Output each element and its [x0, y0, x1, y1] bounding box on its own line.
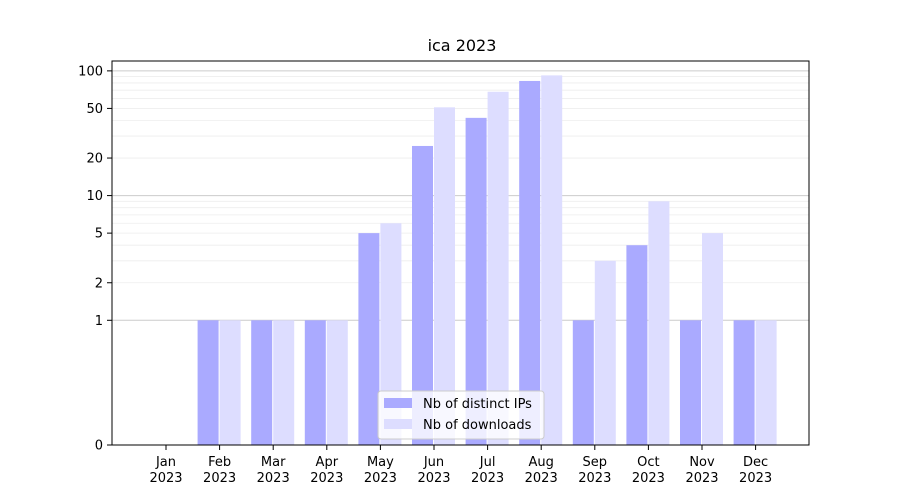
y-tick-label: 20 [86, 152, 103, 167]
legend-swatch-downloads [384, 419, 412, 429]
x-tick-label-month: Sep [583, 455, 608, 470]
y-axis: 0 1 2 5 10 20 50 100 [78, 64, 112, 454]
x-tick-label-year: 2023 [739, 471, 772, 486]
y-tick-label: 100 [78, 64, 103, 79]
x-tick-label-year: 2023 [257, 471, 290, 486]
bar-downloads-oct [648, 201, 670, 445]
x-tick-label-year: 2023 [685, 471, 718, 486]
bar-distinct-ips-apr [304, 320, 326, 445]
x-tick-label-year: 2023 [310, 471, 343, 486]
x-tick-label-month: May [367, 455, 394, 470]
x-tick-label-year: 2023 [525, 471, 558, 486]
x-tick-label-year: 2023 [578, 471, 611, 486]
x-tick-label-year: 2023 [632, 471, 665, 486]
bar-downloads-sep [594, 260, 616, 445]
x-tick-label-month: Jan [155, 455, 176, 470]
y-tick-label: 2 [95, 276, 103, 291]
x-tick-label-year: 2023 [417, 471, 450, 486]
y-tick-label: 5 [95, 227, 103, 242]
bar-downloads-aug [541, 75, 563, 446]
x-tick-label-month: Apr [316, 455, 339, 470]
bar-downloads-may [380, 223, 402, 445]
y-tick-label: 10 [86, 189, 103, 204]
x-tick-label-month: Aug [529, 455, 554, 470]
bar-distinct-ips-dec [733, 320, 755, 445]
bar-downloads-mar [273, 320, 295, 445]
bar-distinct-ips-feb [197, 320, 219, 445]
x-tick-label-month: Feb [208, 455, 231, 470]
x-tick-label-month: Dec [743, 455, 768, 470]
x-tick-label-year: 2023 [203, 471, 236, 486]
x-tick-label-month: Jul [479, 455, 496, 470]
bar-distinct-ips-aug [519, 80, 541, 445]
bar-distinct-ips-jun [412, 145, 433, 446]
x-tick-label-year: 2023 [149, 471, 182, 486]
bar-distinct-ips-nov [680, 320, 701, 445]
bar-distinct-ips-oct [626, 245, 648, 445]
y-tick-label: 1 [95, 314, 103, 329]
x-tick-label-year: 2023 [471, 471, 504, 486]
bar-distinct-ips-sep [572, 320, 594, 445]
x-axis: Jan2023Feb2023Mar2023Apr2023May2023Jun20… [149, 445, 772, 486]
legend-label-downloads: Nb of downloads [423, 418, 532, 433]
legend-swatch-distinct-ips [384, 398, 412, 408]
bar-downloads-nov [702, 233, 723, 445]
bar-downloads-dec [755, 320, 777, 445]
bar-downloads-feb [219, 320, 241, 445]
bar-downloads-jun [434, 107, 455, 445]
plot-frame [111, 60, 810, 446]
x-tick-label-month: Mar [261, 455, 286, 470]
x-tick-label-month: Oct [637, 455, 659, 470]
legend-label-distinct-ips: Nb of distinct IPs [423, 397, 532, 412]
legend: Nb of distinct IPs Nb of downloads [377, 390, 545, 440]
bar-distinct-ips-jul [465, 117, 487, 445]
x-tick-label-year: 2023 [364, 471, 397, 486]
x-tick-label-month: Jun [423, 455, 444, 470]
y-tick-label: 0 [95, 439, 103, 454]
bar-downloads-jul [487, 91, 509, 445]
legend-box [377, 390, 545, 440]
x-tick-label-month: Nov [689, 455, 715, 470]
grid-lines [112, 70, 809, 321]
bar-downloads-apr [326, 320, 348, 445]
y-tick-label: 50 [86, 102, 103, 117]
bar-distinct-ips-may [358, 233, 380, 445]
chart-title: ica 2023 [428, 36, 497, 55]
bar-distinct-ips-mar [251, 320, 273, 445]
bars [197, 75, 777, 446]
